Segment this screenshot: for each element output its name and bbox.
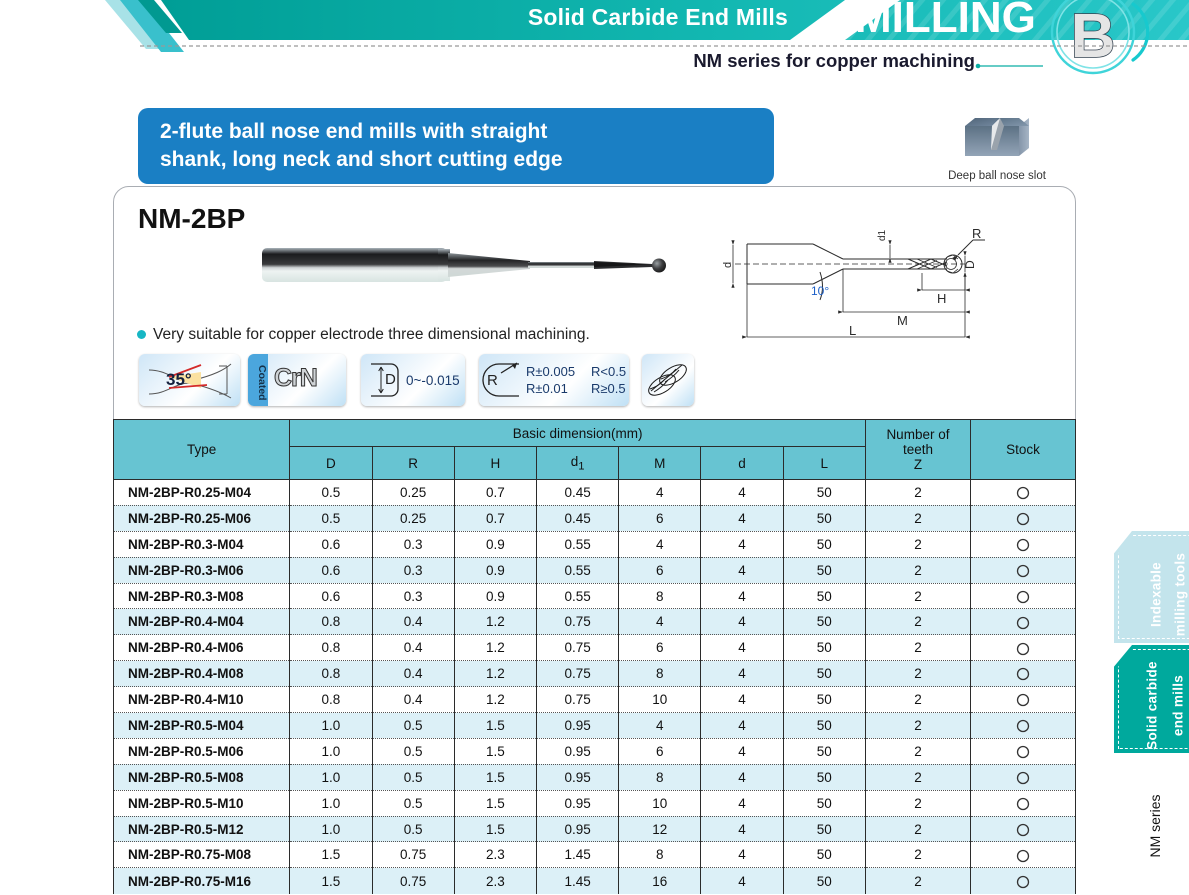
svg-text:35°: 35°	[166, 370, 192, 389]
svg-text:10°: 10°	[811, 284, 829, 298]
svg-text:D: D	[385, 371, 396, 388]
svg-text:H: H	[937, 291, 946, 306]
svg-text:0~-0.015: 0~-0.015	[406, 373, 460, 388]
svg-text:R: R	[487, 372, 498, 389]
svg-text:R<0.5: R<0.5	[591, 364, 626, 379]
svg-text:D: D	[963, 260, 977, 269]
svg-text:R≥0.5: R≥0.5	[591, 381, 626, 396]
svg-text:R±0.005: R±0.005	[526, 364, 575, 379]
svg-text:M: M	[897, 313, 908, 328]
svg-text:L: L	[849, 323, 856, 338]
svg-text:R±0.01: R±0.01	[526, 381, 568, 396]
svg-text:R: R	[972, 226, 981, 241]
svg-text:MILLING: MILLING	[855, 0, 1036, 42]
svg-text:d1: d1	[877, 229, 888, 241]
svg-text:d: d	[722, 262, 734, 268]
